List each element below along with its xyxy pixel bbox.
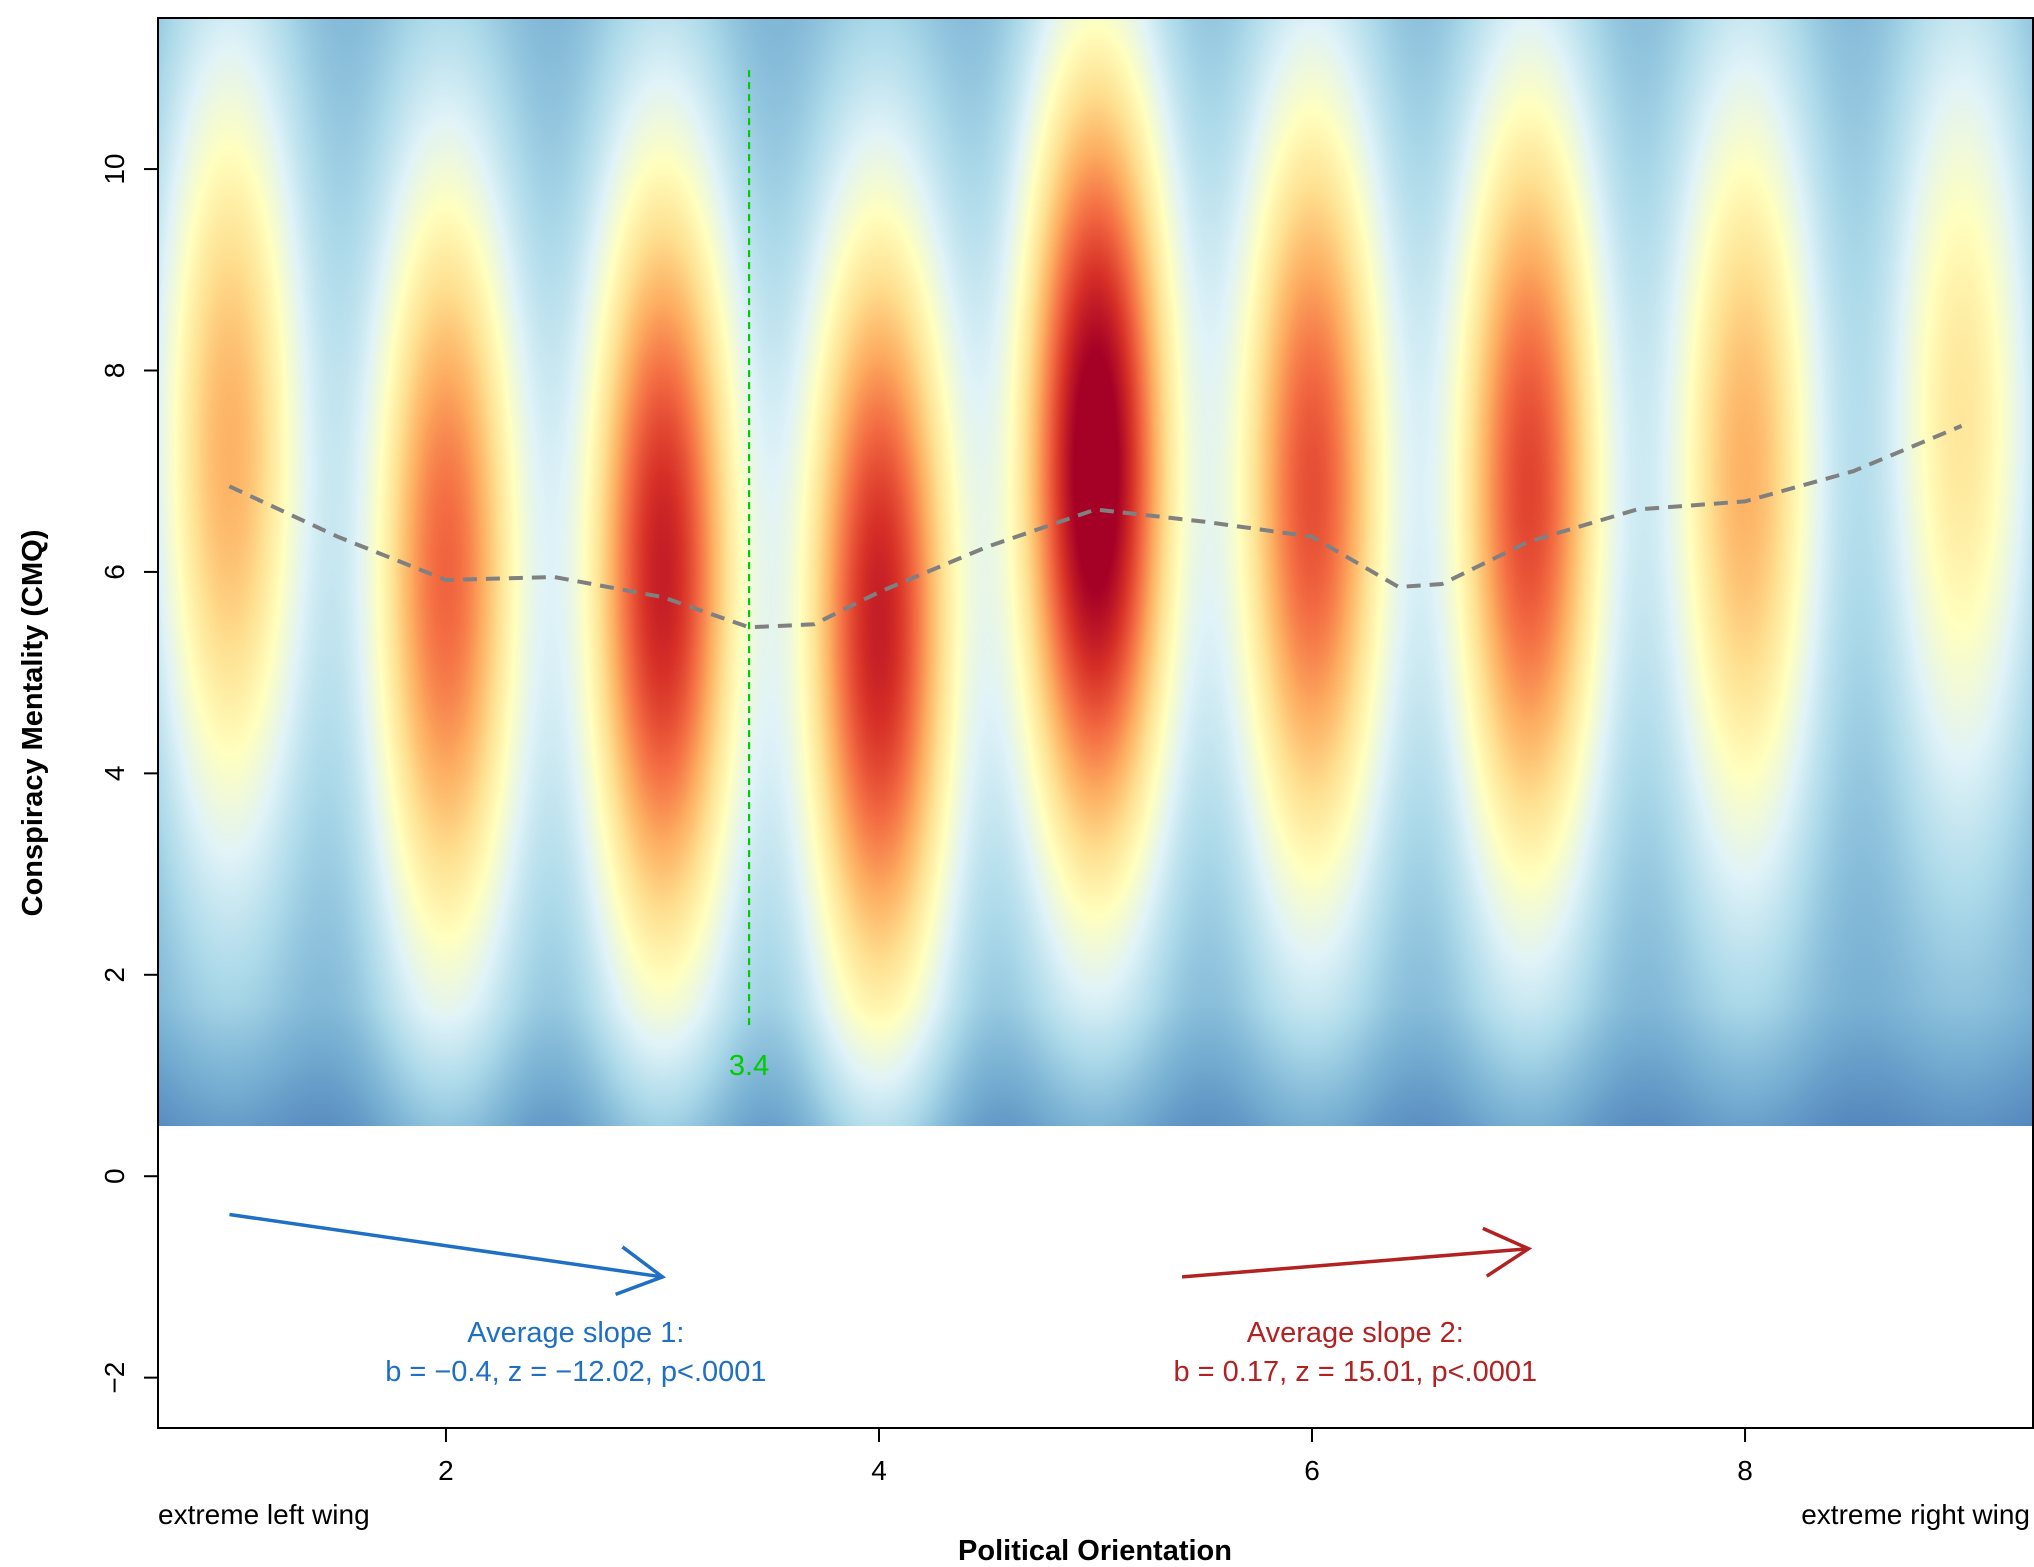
x-tick-label: 6 (1304, 1455, 1320, 1486)
density-heatmap (158, 18, 2033, 1126)
axes: 2 4 6 8 −2 0 2 4 6 8 10 (99, 153, 1753, 1486)
slope-arrow-1 (229, 1212, 663, 1279)
plot-area: 3.4 Average slope 1: b = −0.4, z = −12.02,… (157, 17, 2034, 1429)
slope-1-stats: b = −0.4, z = −12.02, p<.0001 (385, 1356, 766, 1388)
x-tick-label: 4 (871, 1455, 887, 1486)
breakpoint-label: 3.4 (729, 1050, 769, 1082)
y-tick-label: −2 (99, 1362, 130, 1394)
y-tick-label: 8 (99, 363, 130, 379)
plot-frame (157, 17, 2034, 1429)
slope-2-title: Average slope 2: (1247, 1317, 1464, 1349)
x-end-label-right: extreme right wing (1801, 1499, 2030, 1530)
x-tick-label: 8 (1737, 1455, 1753, 1486)
slope-arrow-head-1 (615, 1245, 667, 1297)
slope-arrow-2 (1181, 1246, 1529, 1279)
slope-2-stats: b = 0.17, z = 15.01, p<.0001 (1174, 1356, 1538, 1388)
y-tick-label: 6 (99, 564, 130, 580)
slope-arrow-head-2 (1482, 1226, 1533, 1278)
slope-1-title: Average slope 1: (467, 1317, 684, 1349)
y-axis-title: Conspiracy Mentality (CMQ) (17, 530, 49, 917)
y-tick-label: 2 (99, 967, 130, 983)
y-tick-label: 0 (99, 1168, 130, 1184)
y-tick-label: 10 (99, 153, 130, 184)
x-end-label-left: extreme left wing (158, 1499, 370, 1530)
x-tick-label: 2 (438, 1455, 454, 1486)
x-axis-title: Political Orientation (958, 1535, 1232, 1567)
y-tick-label: 4 (99, 766, 130, 782)
